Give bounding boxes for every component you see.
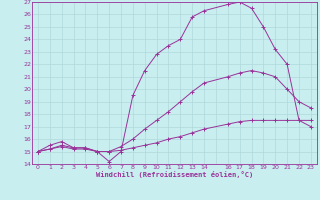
X-axis label: Windchill (Refroidissement éolien,°C): Windchill (Refroidissement éolien,°C) — [96, 171, 253, 178]
